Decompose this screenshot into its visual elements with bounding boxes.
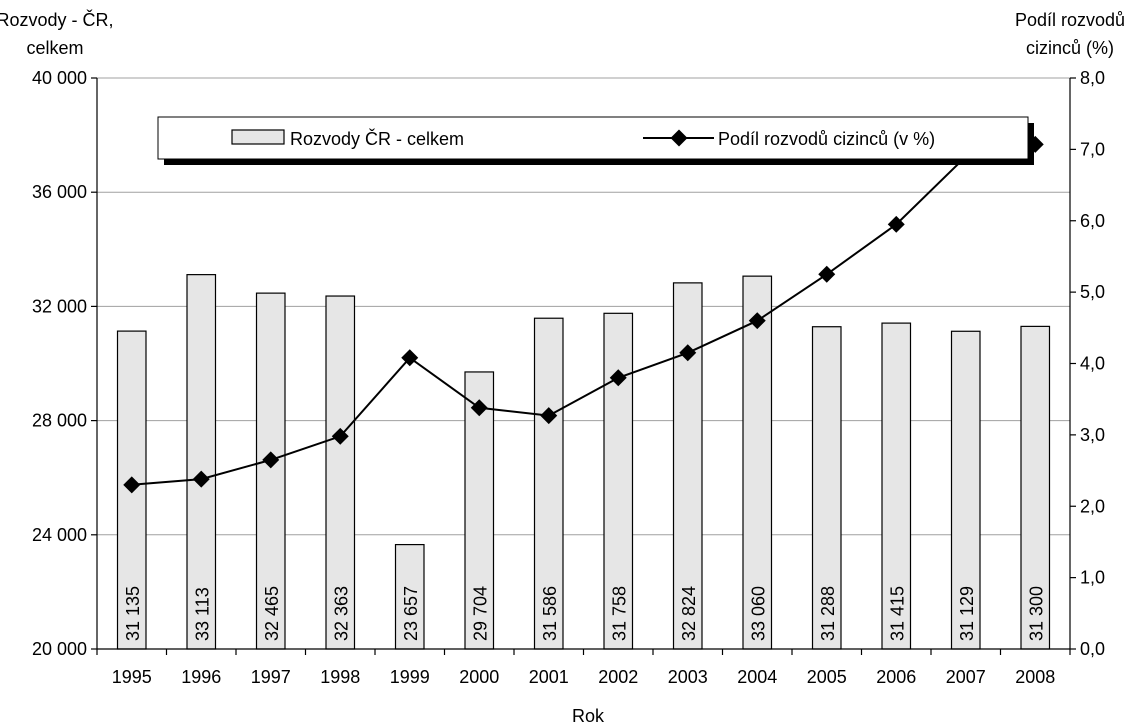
bar-data-label: 31 135 bbox=[123, 586, 143, 641]
legend-line-label: Podíl rozvodů cizinců (v %) bbox=[718, 129, 935, 149]
bar-data-label: 31 758 bbox=[609, 586, 629, 641]
right-tick-label: 5,0 bbox=[1080, 282, 1105, 302]
bar bbox=[603, 312, 634, 650]
x-tick-label: 1996 bbox=[181, 667, 221, 687]
x-tick-label: 1999 bbox=[390, 667, 430, 687]
bar-data-label: 31 586 bbox=[540, 586, 560, 641]
x-tick-label: 2000 bbox=[459, 667, 499, 687]
axes bbox=[91, 77, 1076, 655]
legend-bar-swatch bbox=[231, 129, 285, 145]
bar-data-label: 33 113 bbox=[192, 587, 212, 641]
bar bbox=[255, 292, 286, 650]
bar bbox=[672, 282, 703, 650]
right-tick-label: 4,0 bbox=[1080, 354, 1105, 374]
bar-data-label: 31 300 bbox=[1026, 586, 1046, 641]
right-tick-label: 0,0 bbox=[1080, 639, 1105, 659]
bar-data-label: 29 704 bbox=[470, 586, 490, 641]
line-point bbox=[540, 407, 558, 425]
right-axis-title-line1: Podíl rozvodů bbox=[1015, 10, 1125, 30]
left-tick-label: 32 000 bbox=[32, 296, 87, 316]
bar-data-label: 23 657 bbox=[401, 586, 421, 641]
bar bbox=[325, 295, 356, 650]
right-tick-label: 3,0 bbox=[1080, 425, 1105, 445]
left-axis-title-line2: celkem bbox=[26, 38, 83, 58]
line-point bbox=[123, 476, 141, 494]
right-axis-title-line2: cizinců (%) bbox=[1026, 38, 1114, 58]
bar bbox=[394, 543, 425, 650]
bar-data-label: 31 415 bbox=[887, 586, 907, 641]
line-point bbox=[887, 215, 905, 233]
line-point bbox=[470, 399, 488, 417]
x-axis-title: Rok bbox=[572, 706, 605, 726]
x-tick-label: 2008 bbox=[1015, 667, 1055, 687]
bar bbox=[881, 322, 912, 650]
bar bbox=[811, 326, 842, 650]
legend-line-marker bbox=[670, 129, 688, 147]
legend-box bbox=[157, 116, 1029, 160]
x-tick-label: 2004 bbox=[737, 667, 777, 687]
bar-data-label: 32 465 bbox=[262, 586, 282, 641]
x-tick-label: 1995 bbox=[112, 667, 152, 687]
bar bbox=[533, 317, 564, 650]
bar bbox=[464, 371, 495, 650]
legend-bar-label: Rozvody ČR - celkem bbox=[290, 128, 464, 149]
x-tick-label: 2003 bbox=[668, 667, 708, 687]
x-tick-label: 2002 bbox=[598, 667, 638, 687]
x-tick-label: 2007 bbox=[946, 667, 986, 687]
bar-data-label: 31 129 bbox=[957, 586, 977, 641]
line-point bbox=[331, 427, 349, 445]
series-line bbox=[131, 143, 1036, 486]
bar-data-label: 33 060 bbox=[748, 586, 768, 641]
left-tick-label: 20 000 bbox=[32, 639, 87, 659]
bar bbox=[1020, 325, 1051, 650]
line-point bbox=[679, 344, 697, 362]
x-tick-label: 1997 bbox=[251, 667, 291, 687]
line-point bbox=[818, 265, 836, 283]
line-point bbox=[192, 470, 210, 488]
x-tick-label: 2001 bbox=[529, 667, 569, 687]
legend: Rozvody ČR - celkem Podíl rozvodů cizinc… bbox=[157, 116, 1034, 165]
right-tick-label: 7,0 bbox=[1080, 139, 1105, 159]
left-tick-label: 40 000 bbox=[32, 68, 87, 88]
right-tick-label: 6,0 bbox=[1080, 211, 1105, 231]
bar-series: 31 135 33 113 32 465 32 363 23 657 29 704 31 5… bbox=[116, 274, 1051, 650]
right-tick-label: 2,0 bbox=[1080, 496, 1105, 516]
line-point bbox=[401, 349, 419, 367]
bar-data-label: 32 824 bbox=[679, 586, 699, 641]
right-tick-label: 1,0 bbox=[1080, 568, 1105, 588]
left-tick-label: 36 000 bbox=[32, 182, 87, 202]
right-tick-label: 8,0 bbox=[1080, 68, 1105, 88]
bar-data-label: 31 288 bbox=[818, 586, 838, 641]
line-point bbox=[609, 369, 627, 387]
bar bbox=[742, 275, 773, 650]
left-axis-title-line1: Rozvody - ČR, bbox=[0, 9, 114, 30]
bar-data-label: 32 363 bbox=[331, 586, 351, 641]
line-point bbox=[262, 451, 280, 469]
x-tick-label: 2005 bbox=[807, 667, 847, 687]
left-tick-label: 28 000 bbox=[32, 411, 87, 431]
x-tick-label: 1998 bbox=[320, 667, 360, 687]
tick-labels: 20 000 24 000 28 000 32 000 36 000 40 000 0,0 1… bbox=[32, 68, 1105, 687]
left-tick-label: 24 000 bbox=[32, 525, 87, 545]
x-tick-label: 2006 bbox=[876, 667, 916, 687]
bar bbox=[950, 330, 981, 650]
line-point bbox=[748, 312, 766, 330]
